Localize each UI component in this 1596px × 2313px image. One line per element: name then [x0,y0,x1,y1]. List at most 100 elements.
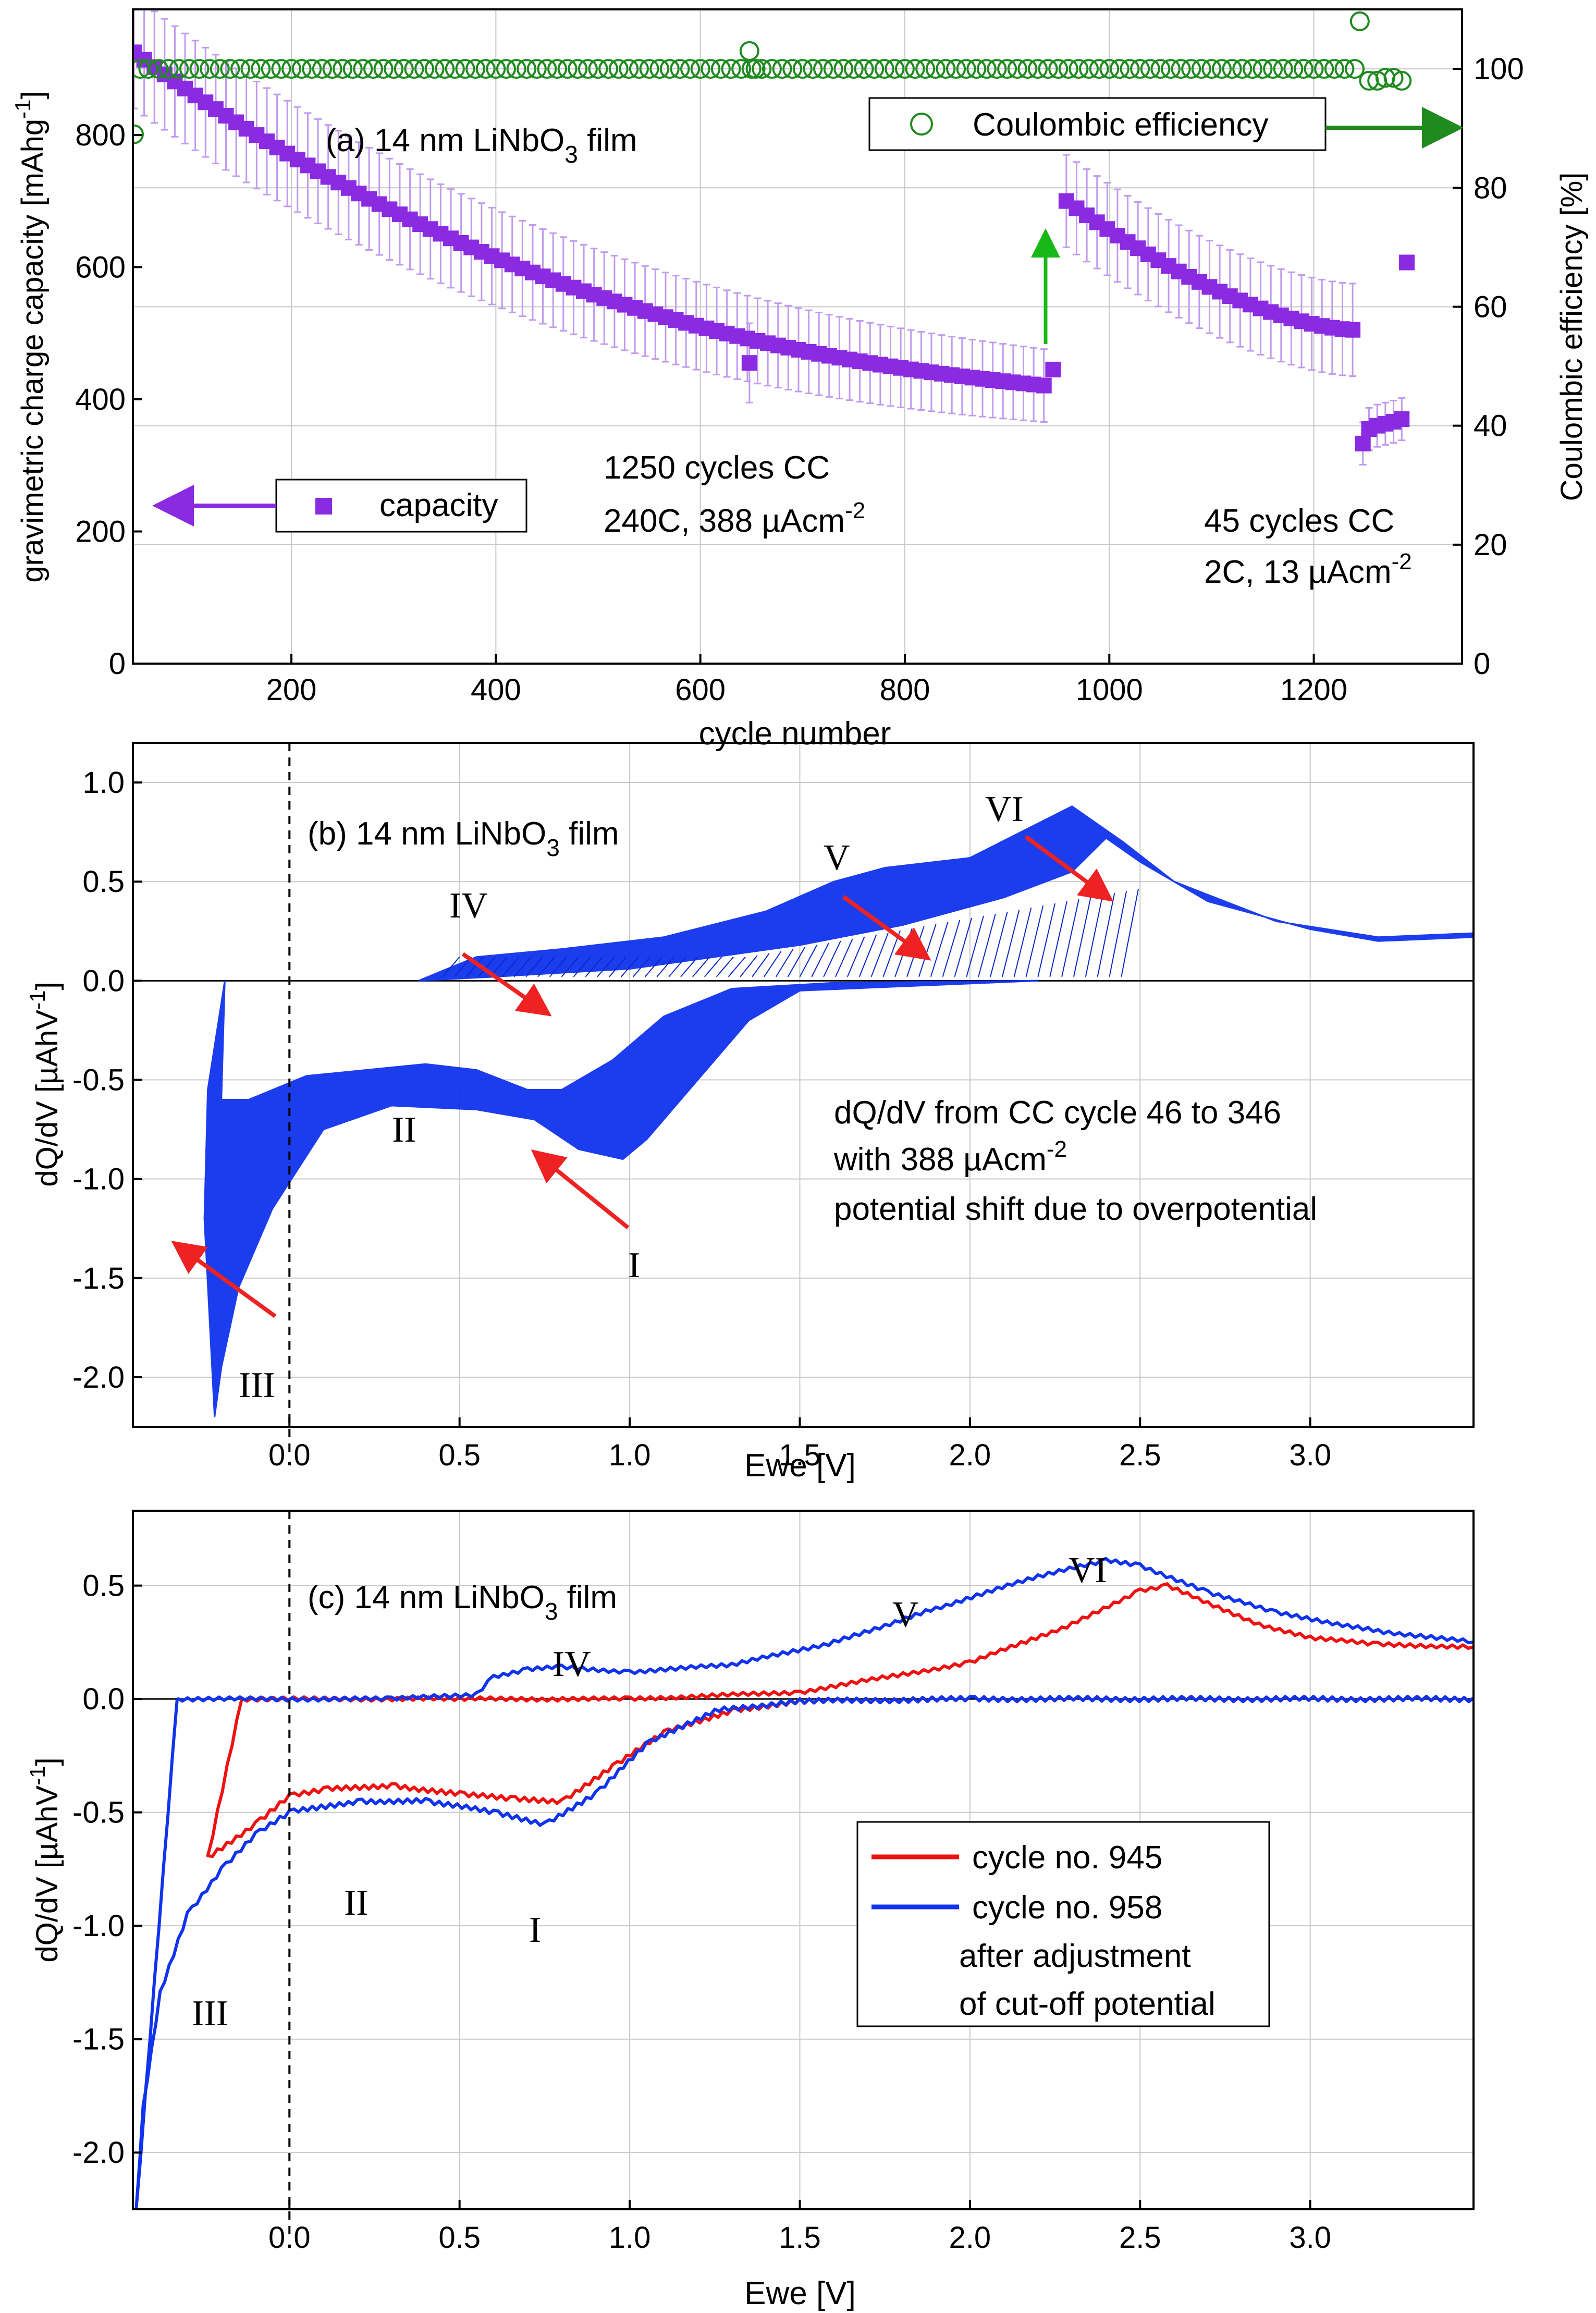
x-tick-label-1.0: 1.0 [609,1438,651,1472]
panel-b-title: (b) 14 nm LiNbO3 film [308,816,619,861]
coulombic-point [517,59,537,79]
y-tick-label-0: 0 [109,647,126,681]
band-texture [632,957,651,977]
panel-b-peak-III: III [239,1365,275,1405]
coulombic-point [404,59,424,79]
panel-c-peak-I: I [529,1910,541,1950]
capacity-series [133,44,1415,451]
panel-b-peak-VI: VI [985,789,1024,829]
coulombic-point [384,59,404,79]
charge-line-945 [241,1582,1474,1703]
coulombic-point [1038,59,1058,79]
band-texture [954,917,973,977]
coulombic-point [394,59,414,79]
coulombic-point [925,59,946,79]
x-tick-label-3.0: 3.0 [1289,1438,1331,1472]
arrow-peak-I [531,1149,630,1230]
band-texture [477,957,496,977]
coulombic-point [739,41,759,61]
coulombic-point [475,59,496,79]
coulombic-point [210,59,230,79]
band-texture [549,957,568,977]
coulombic-point [803,59,823,79]
coulombic-point [281,59,302,79]
band-texture [609,957,627,977]
annotation-1250-cycles: 1250 cycles CC [604,450,830,486]
panel-c-title: (c) 14 nm LiNbO3 film [308,1580,617,1625]
y-tick-label--1.5: -1.5 [72,1262,125,1295]
coulombic-point [271,59,291,79]
coulombic-point [629,59,649,79]
panel-b-peak-I: I [628,1245,640,1286]
band-texture [692,957,710,977]
coulombic-point [1048,59,1069,79]
coulombic-point [230,59,250,79]
coulombic-point [813,59,833,79]
x-tick-label-2.5: 2.5 [1119,1438,1161,1472]
coulombic-point [1273,59,1293,79]
capacity-legend-marker [315,498,332,515]
coulombic-efficiency-series [133,11,1412,144]
y2-tick-label-80: 80 [1474,171,1507,205]
coulombic-point [353,59,373,79]
coulombic-point [435,59,455,79]
coulombic-point [936,59,956,79]
coulombic-point [526,59,547,79]
band-texture [787,947,806,977]
coulombic-point [200,59,220,79]
band-texture [966,915,984,977]
arrow-peak-VI [1024,835,1114,902]
x-tick-label-400: 400 [471,673,521,707]
y-tick-label--0.5: -0.5 [72,1796,125,1830]
coulombic-point [1293,59,1313,79]
band-texture [978,913,996,977]
charge-band [418,805,1474,982]
y-tick-label--0.5: -0.5 [72,1063,125,1097]
coulombic-point [568,59,588,79]
discharge-line-945 [206,1695,1474,1858]
y-tick-label-0.0: 0.0 [82,1682,125,1716]
band-texture [656,957,674,977]
coulombic-point [169,59,189,79]
panel-b: 0.0 0.5 1.0 1.5 2.0 2.5 3.0 1.0 0.5 0.0 -0.5 -1.0 -1… [25,742,1475,1484]
band-texture [716,957,734,977]
coulombic-point [1069,59,1089,79]
band-texture [442,957,460,977]
coulombic-point [1160,59,1181,79]
coulombic-point [1283,59,1304,79]
band-texture [811,943,829,977]
capacity-legend: capacity [152,479,527,533]
coulombic-point [1099,59,1120,79]
y-tick-label--1.5: -1.5 [72,2023,125,2057]
band-texture [740,955,758,977]
coulombic-point [745,59,766,79]
x-tick-label-0.0: 0.0 [268,1438,311,1472]
panel-b-peak-IV: IV [449,886,488,926]
panel-b-annotation-line3: potential shift due to overpotential [834,1191,1317,1227]
panel-c-y-label: dQ/dV [µAhV-1] [25,1757,64,1962]
coulombic-point [1089,59,1109,79]
coulombic-point [1232,59,1253,79]
coulombic-point [782,59,803,79]
capacity-point [1045,361,1061,377]
band-texture [680,957,698,977]
band-texture [1001,909,1020,977]
panel-a: 200 400 600 800 1000 1200 0 200 400 600 800 0 20 40 60… [10,8,1589,752]
panel-b-peak-V: V [824,838,850,878]
x-tick-label-0.5: 0.5 [438,1438,481,1472]
arrow-peak-III [171,1241,277,1318]
band-texture [752,953,770,977]
coulombic-point [138,59,158,79]
coulombic-point [752,59,772,79]
coulombic-point [465,59,486,79]
coulombic-point [1222,59,1242,79]
panel-b-x-label: Ewe [V] [744,1448,856,1484]
coulombic-point [1191,59,1211,79]
band-texture [537,957,556,977]
x-tick-label-2.0: 2.0 [949,2221,991,2255]
panel-b-ticks: 0.0 0.5 1.0 1.5 2.0 2.5 3.0 1.0 0.5 0.0 -0.5 -1.0 -1… [72,743,1331,1472]
band-texture [990,911,1008,977]
coulombic-point [363,59,383,79]
y-tick-label-400: 400 [75,383,126,417]
